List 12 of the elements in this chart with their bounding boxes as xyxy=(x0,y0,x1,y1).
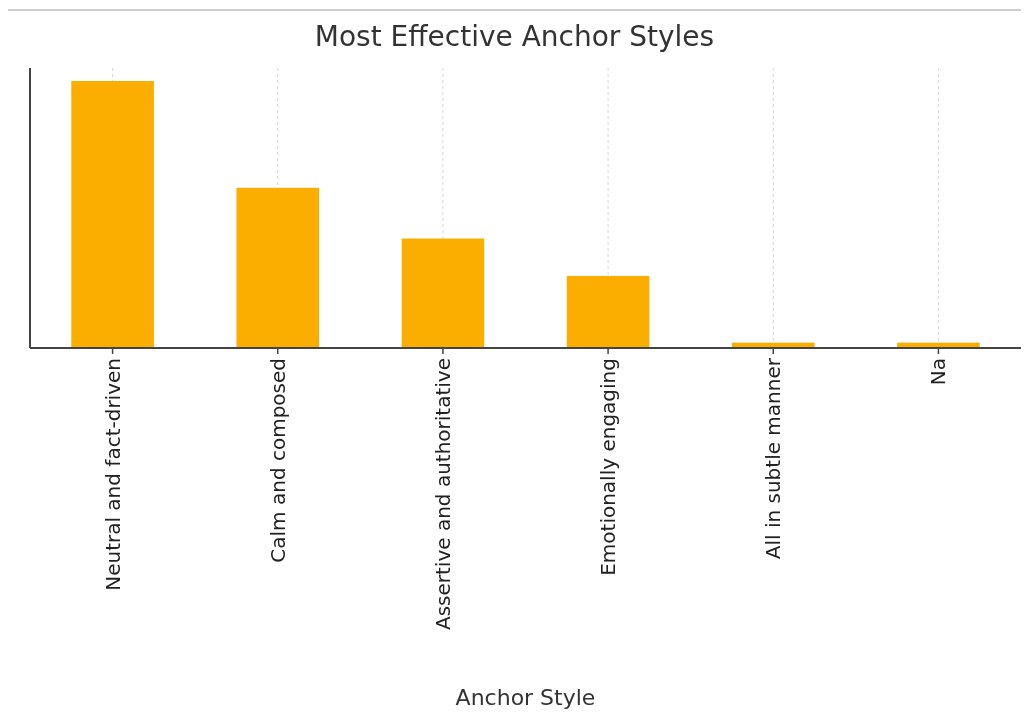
bar xyxy=(566,275,650,348)
x-axis-title: Anchor Style xyxy=(455,685,596,710)
bar xyxy=(401,238,485,348)
x-tick-label: Assertive and authoritative xyxy=(430,358,455,631)
x-tick-label: All in subtle manner xyxy=(761,357,786,560)
chart-title: Most Effective Anchor Styles xyxy=(314,20,715,53)
x-tick-label: Calm and composed xyxy=(265,358,290,563)
x-tick-label: Neutral and fact-driven xyxy=(100,358,125,591)
x-tick-label: Na xyxy=(926,358,951,386)
bar xyxy=(71,81,154,348)
bar xyxy=(236,187,320,348)
x-tick-label: Emotionally engaging xyxy=(596,358,621,576)
